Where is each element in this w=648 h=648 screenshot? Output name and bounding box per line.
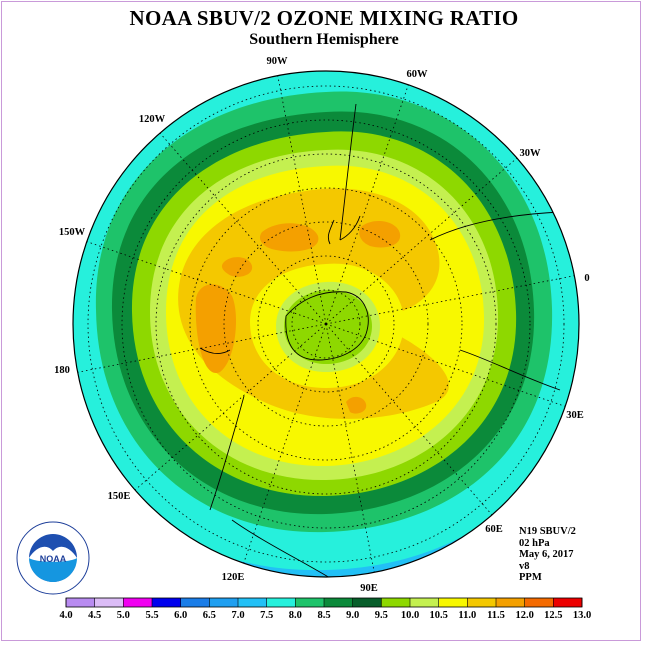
meridian-line — [325, 84, 409, 325]
colorbar-tick-label: 6.5 — [203, 610, 216, 621]
colorbar-tick-label: 13.0 — [573, 610, 591, 621]
meridian-line — [77, 323, 327, 373]
contour-11.0-b — [259, 223, 319, 252]
colorbar-tick-label: 8.0 — [289, 610, 302, 621]
meridian-line — [325, 157, 518, 325]
colorbar-swatch — [553, 598, 583, 607]
colorbar-swatch — [381, 598, 411, 607]
version-label: v8 — [519, 560, 530, 572]
graticule — [87, 85, 565, 563]
meridian-line — [325, 323, 566, 407]
units-label: PPM — [519, 572, 542, 584]
meridian-line — [325, 323, 493, 516]
meridian-label-group: 90W 60W 30W 0 30E 60E 90E 120E 150E 180 150W 120W — [54, 56, 590, 594]
meridian-label: 180 — [54, 365, 70, 376]
colorbar-swatch — [410, 598, 439, 607]
contour-11.0-e — [359, 220, 401, 248]
colorbar-swatch — [152, 598, 181, 607]
colorbar-tick-label: 10.5 — [429, 610, 447, 621]
meridian-label: 150W — [59, 227, 86, 238]
meridian-label: 150E — [108, 491, 131, 502]
meridian-label: 120W — [139, 114, 166, 125]
colorbar-tick-label: 12.0 — [515, 610, 533, 621]
colorbar-tick-label: 5.0 — [117, 610, 130, 621]
colorbar-tick-label: 8.5 — [317, 610, 330, 621]
colorbar-tick-label: 11.5 — [487, 610, 505, 621]
globe-outline — [72, 70, 580, 578]
meridian-lines — [77, 75, 575, 573]
colorbar-tick-label: 9.5 — [375, 610, 388, 621]
colorbar: 4.0 4.5 5.0 5.5 6.0 6.5 7.0 7.5 8.0 8.5 9.0 9.5 10.0… — [59, 597, 591, 621]
colorbar-swatch — [324, 598, 353, 607]
meridian-line — [325, 323, 375, 573]
meridian-line — [243, 323, 327, 564]
map-title: NOAA SBUV/2 OZONE MIXING RATIO — [129, 6, 519, 30]
logo-text: NOAA — [40, 554, 67, 564]
map-subtitle: Southern Hemisphere — [249, 31, 399, 48]
meridian-line — [86, 241, 327, 325]
continent-outlines — [199, 103, 561, 577]
colorbar-swatch — [180, 598, 210, 607]
colorbar-swatch — [266, 598, 296, 607]
colorbar-tick-label: 12.5 — [544, 610, 562, 621]
meridian-label: 30W — [520, 148, 542, 159]
colorbar-swatch — [295, 598, 325, 607]
meridian-label: 0 — [584, 273, 589, 284]
colorbar-swatch — [123, 598, 153, 607]
colorbar-tick-label: 10.0 — [401, 610, 419, 621]
ozone-field — [73, 71, 579, 577]
colorbar-swatch — [209, 598, 239, 607]
colorbar-tick-label: 7.5 — [260, 610, 273, 621]
meridian-line — [325, 275, 575, 325]
meridian-line — [134, 323, 327, 491]
meridian-label: 60E — [485, 524, 503, 535]
meridian-line — [277, 75, 327, 325]
meridian-label: 60W — [407, 69, 429, 80]
colorbar-tick-label: 11.0 — [458, 610, 476, 621]
date-label: May 6, 2017 — [519, 549, 574, 561]
colorbar-tick-label: 5.5 — [145, 610, 158, 621]
colorbar-tick-label: 6.0 — [174, 610, 187, 621]
colorbar-swatch — [496, 598, 525, 607]
contour-11.0-d — [346, 396, 367, 414]
colorbar-swatch — [66, 598, 95, 607]
colorbar-swatch — [467, 598, 497, 607]
colorbar-tick-label: 4.0 — [59, 610, 72, 621]
colorbar-swatch — [524, 598, 554, 607]
colorbar-swatch — [438, 598, 468, 607]
info-block: N19 SBUV/2 02 hPa May 6, 2017 v8 PPM — [519, 526, 576, 584]
colorbar-swatch — [238, 598, 267, 607]
colorbar-tick-label: 4.5 — [88, 610, 101, 621]
contour-11.0-c — [221, 257, 253, 277]
meridian-label: 90W — [267, 56, 289, 67]
meridian-label: 90E — [360, 583, 378, 594]
colorbar-swatch — [94, 598, 124, 607]
satellite-label: N19 SBUV/2 — [519, 526, 576, 537]
meridian-label: 120E — [222, 572, 245, 583]
colorbar-tick-label: 7.0 — [231, 610, 244, 621]
colorbar-tick-label: 9.0 — [346, 610, 359, 621]
noaa-logo: NOAA — [16, 521, 90, 595]
level-label: 02 hPa — [519, 537, 550, 549]
colorbar-swatch — [352, 598, 382, 607]
meridian-label: 30E — [566, 410, 584, 421]
meridian-line — [159, 132, 327, 325]
frame — [1, 1, 641, 641]
contour-9.0-inner — [284, 289, 372, 364]
